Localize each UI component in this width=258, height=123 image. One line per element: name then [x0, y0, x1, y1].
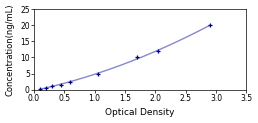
X-axis label: Optical Density: Optical Density — [105, 108, 175, 117]
Y-axis label: Concentration(ng/mL): Concentration(ng/mL) — [6, 3, 14, 96]
